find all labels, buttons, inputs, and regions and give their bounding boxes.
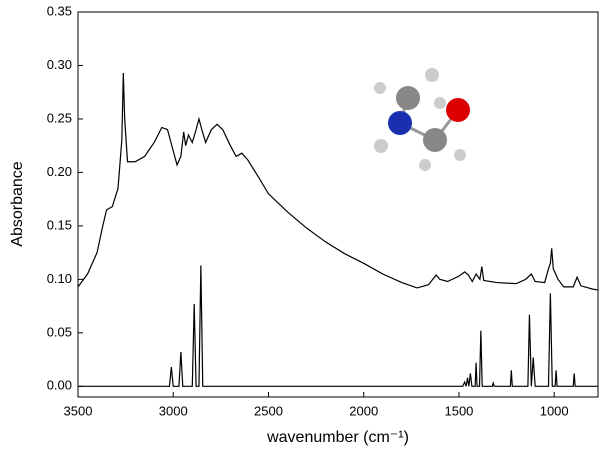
x-tick-label: 3500 xyxy=(64,403,93,418)
molecule-image xyxy=(374,68,470,171)
y-tick-label: 0.30 xyxy=(47,57,72,72)
y-tick-label: 0.00 xyxy=(47,378,72,393)
y-tick-label: 0.35 xyxy=(47,3,72,18)
x-axis-label: wavenumber (cm⁻¹) xyxy=(266,429,409,446)
spectrum-line xyxy=(77,72,599,291)
x-tick-label: 3000 xyxy=(159,403,188,418)
x-tick-label: 1000 xyxy=(540,403,569,418)
x-tick-label: 2000 xyxy=(349,403,378,418)
y-tick-label: 0.10 xyxy=(47,271,72,286)
x-tick-label: 2500 xyxy=(254,403,283,418)
plot-frame xyxy=(77,11,599,398)
x-tick-label: 1500 xyxy=(444,403,473,418)
spectrum-line xyxy=(78,265,598,387)
y-tick-label: 0.15 xyxy=(47,217,72,232)
y-tick-label: 0.25 xyxy=(47,110,72,125)
y-axis-label: Absorbance xyxy=(9,161,26,246)
y-tick-label: 0.05 xyxy=(47,324,72,339)
y-tick-label: 0.20 xyxy=(47,164,72,179)
